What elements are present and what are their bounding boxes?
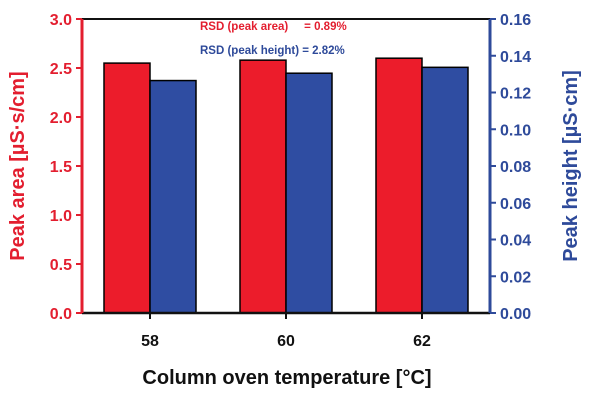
x-tick-label-62: 62 [413,333,431,350]
bar-peak-height-58 [149,79,197,314]
y-left-tick-label: 3.0 [50,12,72,29]
ticks-layer: 58 60 62 0.0 0.5 1.0 1.5 2.0 2.5 3.0 0.00 0.02 0.04 0… [50,12,531,350]
bars-layer [103,57,469,314]
y-right-tick-label: 0.14 [500,49,531,66]
x-tick-label-60: 60 [277,333,295,350]
bar-peak-area-60 [239,59,287,314]
annotation-rsd-peak-area: RSD (peak area) = 0.89% [200,21,347,33]
y-left-tick-label: 2.5 [50,61,72,78]
y-right-tick-label: 0.08 [500,159,531,176]
bar-peak-area-58 [103,62,151,314]
y-right-tick-label: 0.00 [500,306,531,323]
y-left-tick-label: 0.0 [50,306,72,323]
y-right-tick-label: 0.04 [500,233,531,250]
y-right-tick-label: 0.02 [500,269,531,286]
y-left-tick-label: 1.5 [50,159,72,176]
y-right-tick-label: 0.06 [500,196,531,213]
y-left-tick-label: 2.0 [50,110,72,127]
y-axis-right-label: Peak height [µS·cm] [560,70,582,262]
y-right-tick-label: 0.12 [500,86,531,103]
x-axis-label: Column oven temperature [°C] [142,367,431,389]
y-right-tick-label: 0.16 [500,12,531,29]
bar-peak-area-62 [375,57,423,314]
bar-peak-height-60 [285,72,333,314]
annotation-rsd-peak-height: RSD (peak height) = 2.82% [200,45,345,57]
y-right-tick-label: 0.10 [500,122,531,139]
y-left-tick-label: 0.5 [50,257,72,274]
x-tick-label-58: 58 [141,333,159,350]
y-axis-left-label: Peak area [µS·s/cm] [7,71,29,260]
bar-peak-height-62 [421,66,469,314]
y-left-tick-label: 1.0 [50,208,72,225]
